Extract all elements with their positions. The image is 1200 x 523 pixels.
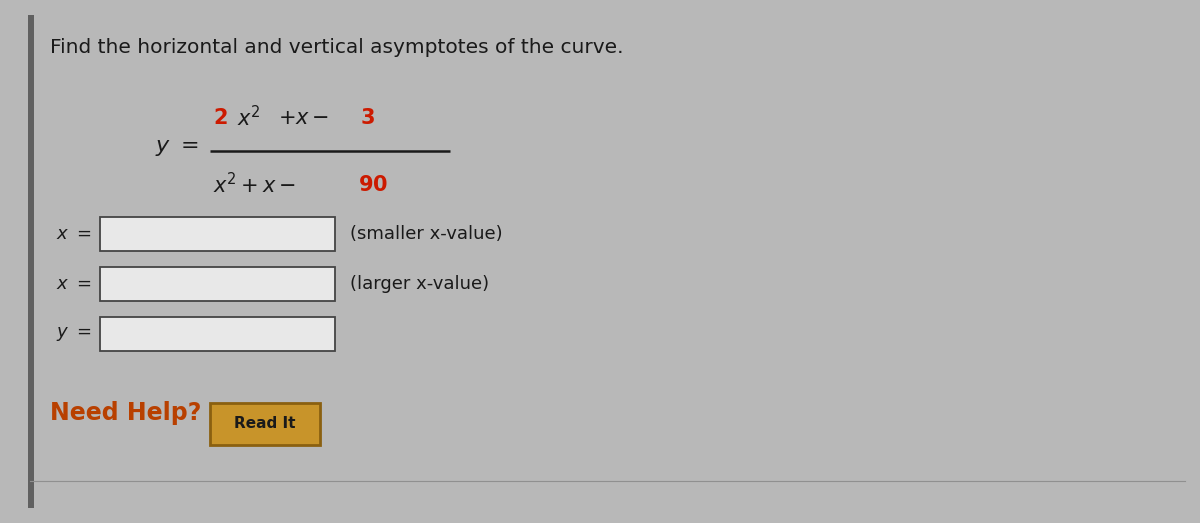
Text: Read It: Read It xyxy=(234,416,295,431)
FancyBboxPatch shape xyxy=(100,317,335,351)
Text: $x\ =$: $x\ =$ xyxy=(56,275,92,293)
Text: $y\ =$: $y\ =$ xyxy=(155,138,198,158)
FancyBboxPatch shape xyxy=(210,403,320,445)
Text: $x^2$: $x^2$ xyxy=(238,106,260,131)
Text: Find the horizontal and vertical asymptotes of the curve.: Find the horizontal and vertical asympto… xyxy=(50,38,624,57)
Text: $x^2 + x -$: $x^2 + x -$ xyxy=(214,173,296,198)
Text: $y\ =$: $y\ =$ xyxy=(56,325,92,343)
Text: $\mathbf{3}$: $\mathbf{3}$ xyxy=(360,108,374,128)
Text: $x\ =$: $x\ =$ xyxy=(56,225,92,243)
FancyBboxPatch shape xyxy=(100,267,335,301)
Text: Need Help?: Need Help? xyxy=(50,401,202,425)
Bar xyxy=(28,15,34,508)
Text: $\mathbf{2}$: $\mathbf{2}$ xyxy=(214,108,228,128)
Text: (smaller x-value): (smaller x-value) xyxy=(350,225,503,243)
FancyBboxPatch shape xyxy=(100,217,335,251)
Text: $\mathbf{90}$: $\mathbf{90}$ xyxy=(358,175,388,195)
Text: $+ x -$: $+ x -$ xyxy=(278,108,329,128)
Text: (larger x-value): (larger x-value) xyxy=(350,275,490,293)
